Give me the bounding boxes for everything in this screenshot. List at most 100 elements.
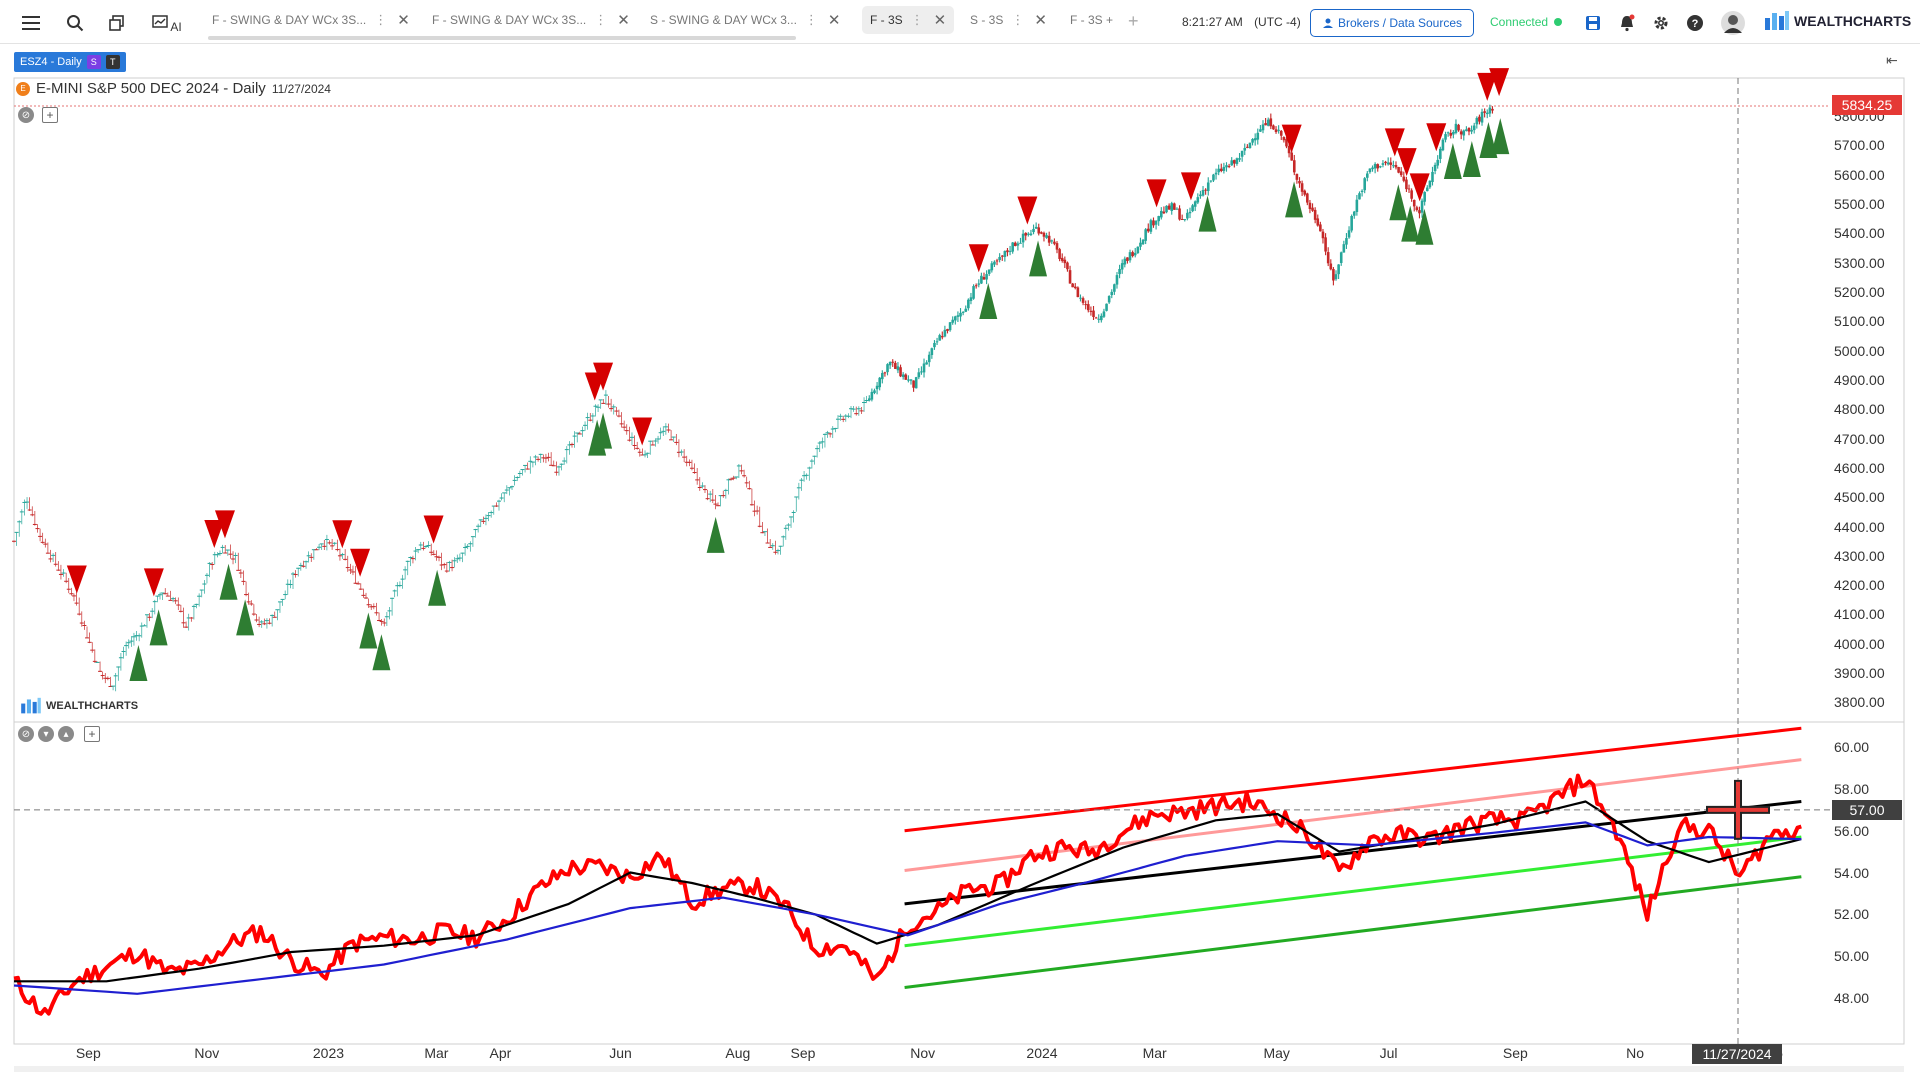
- price-candle: [580, 426, 585, 437]
- close-icon[interactable]: ✕: [933, 12, 947, 29]
- symbol-timeframe-chip[interactable]: ESZ4 - Daily S T: [14, 52, 126, 72]
- price-candle: [794, 496, 799, 512]
- avatar[interactable]: [1720, 10, 1746, 36]
- price-candle: [1196, 193, 1200, 205]
- price-candle: [909, 379, 913, 385]
- price-candle: [499, 493, 504, 501]
- price-candle: [71, 593, 76, 602]
- price-candle: [820, 437, 825, 449]
- close-icon[interactable]: ✕: [827, 12, 841, 29]
- search-icon[interactable]: [62, 10, 88, 36]
- price-candle: [124, 641, 129, 656]
- price-candle: [1394, 161, 1398, 170]
- price-candle: [912, 380, 915, 392]
- price-tick-label: 4400.00: [1834, 518, 1885, 535]
- price-series: [12, 104, 1494, 692]
- price-candle: [629, 432, 634, 446]
- price-candle: [416, 549, 421, 554]
- brokers-data-sources-button[interactable]: Brokers / Data Sources: [1310, 9, 1474, 37]
- exchange-icon: E: [16, 81, 30, 96]
- price-candle: [1384, 160, 1387, 166]
- price-candle: [283, 590, 288, 600]
- tab-swing-day-futures-2[interactable]: F - SWING & DAY WCx 3S... ⋮ ✕: [424, 6, 638, 34]
- price-candle: [1089, 306, 1093, 316]
- tab-f-3s[interactable]: F - 3S ⋮ ✕: [862, 6, 955, 34]
- price-candle: [507, 487, 512, 496]
- price-candle: [85, 626, 90, 639]
- layers-icon[interactable]: [104, 10, 130, 36]
- price-candle: [400, 574, 405, 589]
- price-candle: [1316, 214, 1320, 227]
- save-icon[interactable]: [1580, 10, 1606, 36]
- osc-add-icon[interactable]: +: [84, 726, 100, 742]
- kebab-icon[interactable]: ⋮: [910, 12, 924, 27]
- price-candle: [455, 554, 460, 563]
- price-candle: [241, 570, 246, 586]
- price-candle: [233, 552, 238, 564]
- price-candle: [1256, 128, 1260, 145]
- hamburger-menu-icon[interactable]: [18, 10, 44, 36]
- tab-swing-day-futures-1[interactable]: F - SWING & DAY WCx 3S... ⋮ ✕: [204, 6, 418, 34]
- osc-move-down-icon[interactable]: ▾: [38, 726, 54, 742]
- oscillator-lines: [13, 726, 1802, 1016]
- tab-scrollbar[interactable]: [208, 36, 796, 40]
- price-candle: [139, 622, 144, 638]
- price-tick-label: 5500.00: [1834, 196, 1885, 213]
- price-candle: [32, 511, 37, 526]
- help-icon[interactable]: ?: [1682, 10, 1708, 36]
- price-candle: [799, 477, 804, 491]
- add-tab-icon[interactable]: +: [1128, 11, 1139, 31]
- price-candle: [244, 581, 249, 597]
- price-candle: [901, 372, 905, 380]
- osc-move-up-icon[interactable]: ▴: [58, 726, 74, 742]
- price-candle: [1165, 205, 1168, 214]
- tab-f-3s-plus[interactable]: F - 3S +: [1062, 6, 1121, 34]
- tab-swing-day-stocks[interactable]: S - SWING & DAY WCx 3... ⋮ ✕: [642, 6, 848, 34]
- buy-signal-marker: [979, 283, 998, 320]
- price-candle: [1405, 176, 1408, 193]
- tab-s-3s[interactable]: S - 3S ⋮ ✕: [962, 6, 1055, 34]
- price-candle: [311, 549, 316, 560]
- price-candle: [1313, 207, 1317, 224]
- price-candle: [306, 551, 311, 563]
- price-candle: [66, 577, 71, 594]
- notification-bell-icon[interactable]: [1614, 10, 1640, 36]
- settings-toggle-icon[interactable]: ⊘: [18, 107, 34, 123]
- price-candle: [1209, 180, 1213, 183]
- badge-s[interactable]: S: [86, 55, 101, 69]
- price-candle: [1285, 137, 1288, 149]
- price-candle: [940, 331, 944, 340]
- kebab-icon[interactable]: ⋮: [374, 12, 388, 27]
- add-indicator-icon[interactable]: +: [42, 107, 58, 123]
- price-candle: [907, 375, 910, 383]
- price-candle: [249, 600, 254, 606]
- price-candle: [658, 427, 663, 440]
- bottom-scrollbar[interactable]: [14, 1066, 1904, 1072]
- price-candle: [437, 555, 442, 562]
- price-candle: [387, 607, 392, 620]
- close-icon[interactable]: ✕: [397, 12, 410, 29]
- sell-signal-marker: [593, 362, 614, 391]
- kebab-icon[interactable]: ⋮: [804, 12, 818, 27]
- kebab-icon[interactable]: ⋮: [1011, 12, 1025, 27]
- badge-t[interactable]: T: [105, 55, 120, 69]
- price-candle: [1446, 131, 1450, 137]
- kebab-icon[interactable]: ⋮: [594, 12, 608, 27]
- price-candle: [1139, 237, 1142, 251]
- price-candle: [257, 616, 262, 628]
- clock-time: 8:21:27 AM: [1182, 15, 1243, 29]
- price-candle: [1128, 249, 1132, 263]
- price-candle: [262, 618, 267, 626]
- price-candle: [502, 492, 507, 503]
- close-icon[interactable]: ✕: [617, 12, 630, 29]
- crosshair-date-badge: 11/27/2024: [1692, 1044, 1782, 1064]
- osc-settings-icon[interactable]: ⊘: [18, 726, 34, 742]
- ai-chart-button[interactable]: AI: [150, 10, 184, 36]
- price-candle: [1162, 206, 1166, 215]
- gear-icon[interactable]: [1648, 10, 1674, 36]
- price-candle: [1465, 126, 1468, 132]
- close-icon[interactable]: ✕: [1034, 12, 1047, 29]
- collapse-icon[interactable]: ⇤: [1886, 52, 1898, 68]
- price-candle: [627, 426, 632, 442]
